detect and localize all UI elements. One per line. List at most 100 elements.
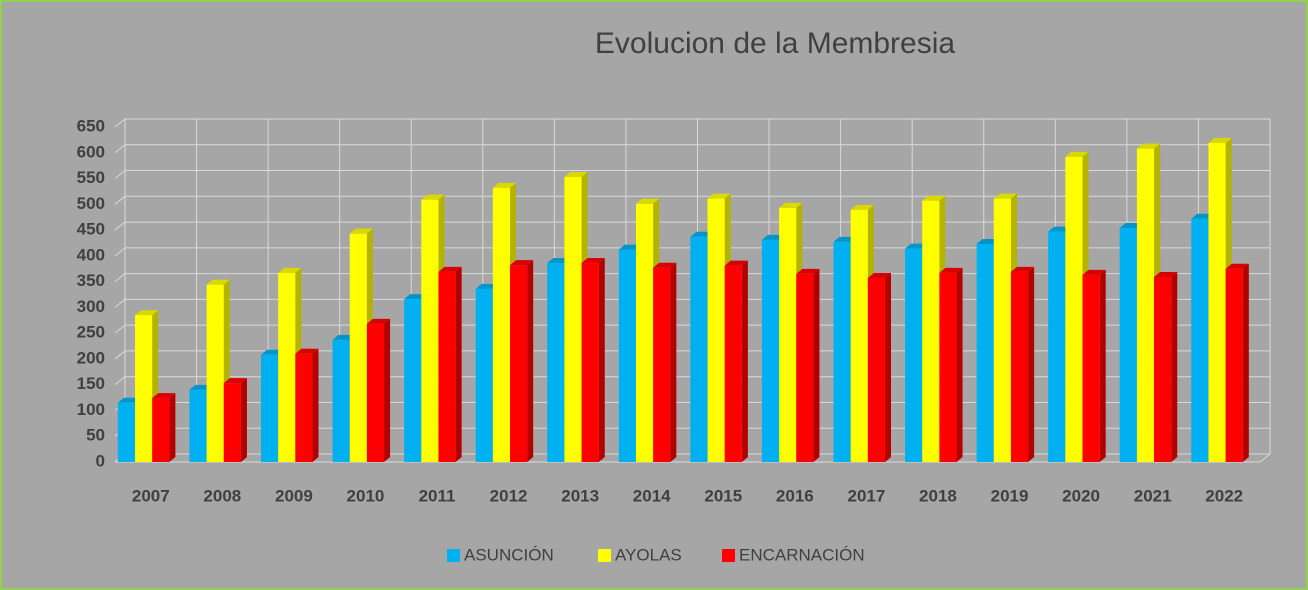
bar-front: [510, 265, 528, 462]
bar-top: [492, 182, 517, 188]
bar-front: [421, 199, 439, 462]
y-tick-label: 600: [77, 142, 105, 161]
x-tick-label: 2019: [991, 486, 1029, 505]
bar-front: [438, 271, 456, 462]
grid-line-side: [114, 247, 126, 257]
y-tick-label: 0: [96, 451, 105, 470]
bar-side: [169, 393, 176, 462]
bar: [939, 267, 963, 462]
x-tick-label: 2012: [490, 486, 528, 505]
bar-top: [850, 204, 874, 210]
y-tick-label: 300: [77, 297, 105, 316]
bar-front: [707, 198, 725, 462]
x-tick-label: 2015: [704, 486, 742, 505]
bar-top: [1065, 151, 1089, 157]
bar-front: [564, 176, 582, 462]
bar: [1082, 269, 1106, 462]
bar-top: [635, 198, 660, 204]
bar-top: [1082, 269, 1106, 275]
legend-swatch: [598, 549, 611, 562]
bar: [867, 273, 892, 462]
grid-line-side: [114, 376, 126, 386]
bar-front: [690, 236, 708, 462]
bar-front: [581, 263, 599, 462]
bar-front: [492, 187, 511, 463]
bar: [152, 393, 176, 462]
bar-top: [438, 266, 462, 272]
bar-front: [850, 209, 868, 462]
legend-swatch: [447, 549, 460, 562]
bar-front: [761, 239, 780, 462]
grid-line-side: [114, 195, 126, 205]
bar-front: [1136, 148, 1155, 462]
bar-side: [885, 273, 892, 462]
bar-front: [1010, 271, 1029, 462]
bar-top: [135, 310, 159, 316]
bar-front: [867, 278, 886, 462]
bar-front: [635, 203, 654, 463]
bar-top: [278, 267, 302, 273]
bar-side: [455, 266, 462, 462]
bar-front: [1048, 231, 1066, 462]
y-tick-label: 250: [77, 323, 105, 342]
grid-line-side: [114, 118, 126, 128]
bar-side: [813, 268, 820, 462]
bar-top: [922, 195, 946, 201]
bar: [1154, 271, 1178, 462]
grid-line-side: [114, 170, 126, 179]
x-tick-label: 2013: [561, 486, 599, 505]
bar-top: [581, 258, 605, 264]
bar-top: [1136, 143, 1161, 149]
bar-top: [796, 268, 820, 274]
bar-side: [527, 260, 534, 462]
x-tick-label: 2018: [919, 486, 957, 505]
bar-front: [475, 288, 493, 462]
grid-line-side: [114, 221, 126, 231]
bar-front: [117, 402, 136, 462]
bar-front: [349, 233, 367, 462]
bar-front: [833, 241, 851, 462]
bar-front: [206, 284, 224, 462]
bar: [1010, 266, 1035, 462]
bar-top: [867, 273, 892, 279]
bar-side: [1099, 269, 1106, 462]
x-tick-label: 2016: [776, 486, 814, 505]
bar-top: [993, 193, 1017, 199]
bar: [581, 258, 605, 462]
bar-top: [564, 171, 588, 177]
y-tick-label: 450: [77, 220, 105, 239]
grid-line-side: [114, 273, 126, 283]
chart-title: Evolucion de la Membresia: [595, 27, 955, 60]
x-tick-label: 2020: [1062, 486, 1100, 505]
grid-line-side: [114, 298, 126, 308]
grid-line-side: [114, 350, 126, 360]
x-tick-label: 2021: [1134, 486, 1172, 505]
y-tick-label: 550: [77, 168, 105, 187]
legend-label: AYOLAS: [615, 545, 682, 564]
x-tick-label: 2014: [633, 486, 671, 505]
bar-top: [295, 348, 319, 354]
bar-front: [404, 299, 422, 462]
legend-swatch: [722, 549, 735, 562]
x-tick-label: 2011: [419, 486, 456, 505]
bar-side: [1171, 271, 1178, 462]
bar-side: [741, 260, 748, 462]
bar-front: [939, 272, 957, 462]
bar-front: [905, 248, 923, 462]
bar-top: [510, 260, 534, 266]
bar-top: [223, 378, 247, 384]
y-tick-label: 400: [77, 245, 105, 264]
bar: [1225, 263, 1249, 462]
bar: [366, 318, 391, 462]
bar-front: [189, 389, 207, 462]
x-tick-label: 2009: [275, 486, 313, 505]
bar-side: [956, 267, 963, 462]
y-tick-label: 350: [77, 271, 105, 290]
bar-top: [349, 228, 373, 234]
bar-top: [653, 262, 677, 268]
bar-front: [796, 273, 814, 462]
bar: [796, 268, 820, 462]
bar-front: [1119, 228, 1137, 462]
x-tick-label: 2010: [347, 486, 385, 505]
